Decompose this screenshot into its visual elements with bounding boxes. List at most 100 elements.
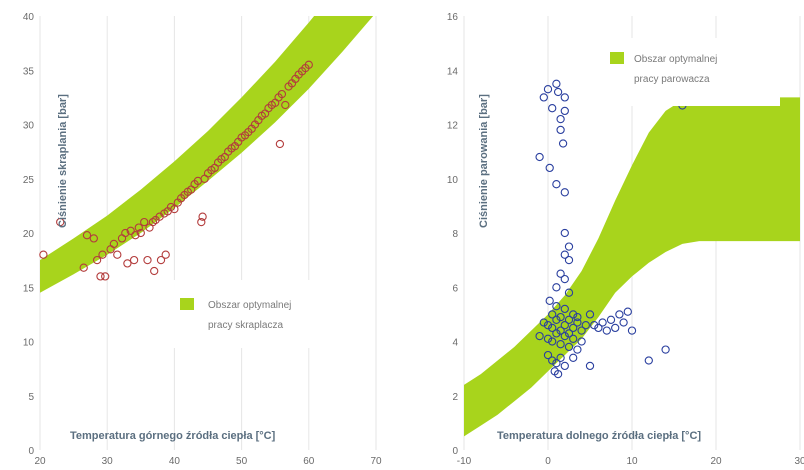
data-point bbox=[577, 326, 586, 335]
x-tick-label: 70 bbox=[370, 456, 382, 465]
data-point bbox=[545, 163, 554, 173]
data-point bbox=[170, 204, 179, 214]
x-ticks: 20 30 40 50 60 70 bbox=[34, 456, 382, 467]
data-point bbox=[564, 255, 574, 265]
y-tick-label: 6 bbox=[452, 283, 458, 294]
data-point bbox=[598, 318, 607, 327]
data-point bbox=[150, 266, 159, 276]
data-point bbox=[131, 231, 140, 240]
data-point bbox=[82, 231, 92, 240]
data-point bbox=[89, 234, 98, 243]
data-point bbox=[558, 139, 568, 148]
data-point bbox=[98, 250, 107, 259]
data-point bbox=[543, 85, 553, 94]
y-tick-label: 12 bbox=[447, 121, 459, 132]
data-point bbox=[113, 250, 122, 259]
legend-swatch bbox=[180, 298, 194, 310]
x-tick-label: 60 bbox=[303, 456, 315, 465]
data-point bbox=[661, 345, 670, 354]
y-tick-label: 16 bbox=[447, 12, 459, 23]
chart-condenser: 0 5 10 15 20 25 30 35 40 20 30 40 50 60 70 Ciśnienie … bbox=[23, 12, 382, 467]
data-point bbox=[569, 310, 578, 319]
data-point bbox=[573, 312, 582, 322]
data-point bbox=[548, 323, 557, 333]
data-point bbox=[556, 125, 565, 135]
data-point bbox=[543, 350, 553, 360]
y-tick-label: 5 bbox=[28, 392, 34, 403]
y-ticks: 0 2 4 6 8 10 12 14 16 bbox=[447, 12, 459, 457]
data-point bbox=[564, 329, 574, 338]
data-point bbox=[543, 321, 553, 330]
data-point bbox=[577, 337, 586, 346]
data-point bbox=[560, 106, 569, 116]
x-axis-label: Temperatura górnego źródła ciepła [°C] bbox=[70, 430, 276, 442]
data-point bbox=[564, 242, 574, 251]
data-point bbox=[556, 312, 565, 322]
data-point bbox=[148, 217, 158, 227]
data-point bbox=[39, 250, 48, 259]
data-point bbox=[101, 272, 110, 281]
legend: Obszar optymalnej pracy skraplacza bbox=[168, 280, 348, 348]
data-point bbox=[552, 180, 561, 189]
data-point bbox=[560, 250, 569, 259]
data-point bbox=[304, 60, 313, 69]
data-point bbox=[573, 345, 582, 354]
data-points bbox=[39, 60, 313, 281]
data-point bbox=[539, 93, 548, 102]
y-tick-label: 10 bbox=[23, 338, 35, 349]
data-point bbox=[161, 250, 170, 259]
data-point bbox=[560, 188, 569, 197]
legend-line-2: pracy skraplacza bbox=[208, 320, 283, 331]
data-point bbox=[548, 337, 557, 346]
x-tick-label: -10 bbox=[457, 456, 472, 465]
data-point bbox=[560, 93, 569, 102]
y-tick-label: 20 bbox=[23, 229, 35, 240]
data-point bbox=[581, 321, 590, 330]
data-point bbox=[564, 315, 574, 324]
data-point bbox=[560, 228, 569, 238]
data-point bbox=[126, 226, 135, 235]
data-point bbox=[619, 318, 628, 327]
y-tick-label: 4 bbox=[452, 338, 458, 349]
legend-swatch bbox=[610, 52, 624, 64]
data-point bbox=[564, 342, 574, 352]
x-tick-label: 10 bbox=[626, 456, 638, 465]
y-tick-label: 40 bbox=[23, 12, 35, 23]
data-point bbox=[545, 296, 554, 305]
data-point bbox=[543, 334, 553, 343]
x-tick-label: 30 bbox=[794, 456, 804, 465]
data-point bbox=[560, 361, 569, 371]
data-point bbox=[535, 152, 544, 162]
data-point bbox=[552, 359, 561, 368]
y-tick-label: 10 bbox=[447, 175, 459, 186]
data-point bbox=[627, 326, 637, 335]
x-tick-label: 20 bbox=[710, 456, 722, 465]
x-tick-label: 50 bbox=[236, 456, 248, 465]
data-point bbox=[569, 334, 578, 343]
data-point bbox=[553, 87, 563, 97]
data-point bbox=[569, 353, 578, 362]
data-point bbox=[539, 318, 548, 327]
data-point bbox=[79, 263, 88, 272]
data-point bbox=[560, 274, 569, 284]
data-point bbox=[156, 255, 166, 265]
data-point bbox=[121, 228, 130, 238]
data-point bbox=[552, 283, 561, 292]
data-point bbox=[109, 239, 119, 249]
legend-line-1: Obszar optymalnej bbox=[634, 54, 717, 65]
data-point bbox=[197, 217, 206, 227]
data-point bbox=[556, 326, 565, 335]
data-point bbox=[548, 310, 557, 319]
data-point bbox=[644, 356, 653, 365]
y-tick-label: 25 bbox=[23, 175, 35, 186]
data-point bbox=[556, 269, 565, 278]
legend-box bbox=[168, 280, 348, 348]
legend: Obszar optymalnej pracy parowacza bbox=[596, 38, 780, 106]
data-point bbox=[535, 331, 544, 341]
y-tick-label: 14 bbox=[447, 66, 459, 77]
data-point bbox=[56, 217, 65, 227]
data-point bbox=[560, 331, 569, 341]
data-point bbox=[556, 340, 565, 349]
